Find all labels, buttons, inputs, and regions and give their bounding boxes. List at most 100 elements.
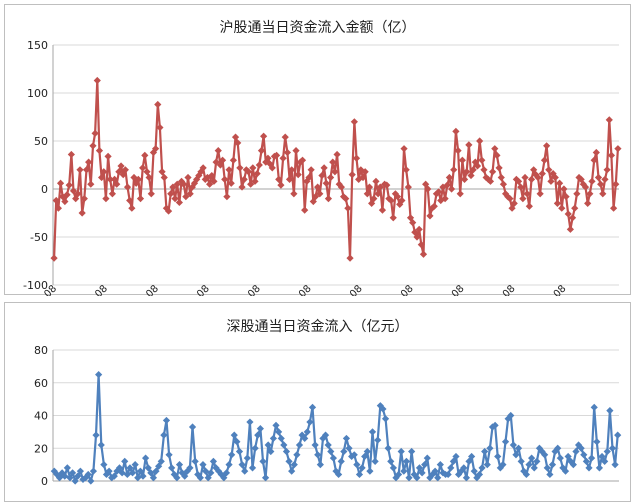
data-point [447,464,455,472]
data-point [471,158,479,166]
data-point [405,474,413,482]
data-point [590,403,598,411]
data-point [355,470,364,479]
data-point [84,470,92,479]
data-point [486,444,494,452]
y-tick-label: -50 [30,231,48,244]
data-point [462,474,471,482]
data-point [522,470,531,479]
data-point [115,168,123,176]
data-point [301,434,309,443]
y-tick-label: 50 [34,135,48,148]
data-point [267,447,275,456]
data-point [69,187,78,195]
data-point [402,166,410,174]
data-point [154,100,162,109]
data-point [266,160,274,168]
data-point [275,175,283,183]
data-point [419,250,428,258]
data-point [74,190,82,198]
data-point [182,193,190,201]
data-point [106,175,114,183]
data-point [478,156,486,164]
data-point [209,457,218,465]
data-point [525,461,533,469]
data-point [564,452,572,461]
data-point [514,444,523,452]
series-line [53,79,619,260]
data-point [528,454,536,462]
data-point [603,166,611,174]
data-point [50,254,58,262]
data-point [553,199,562,207]
data-point [331,168,339,176]
data-point [593,438,601,446]
data-point [372,177,380,185]
data-point [465,141,473,149]
data-point [594,173,603,182]
data-point [91,129,99,137]
y-tick-label: 60 [34,377,48,390]
data-point [78,209,86,217]
data-point [259,457,267,465]
data-point [561,467,570,475]
data-point [413,233,421,241]
data-point [374,190,382,198]
data-point [215,467,223,475]
data-point [376,183,384,191]
data-point [337,457,345,465]
data-point [102,195,110,203]
data-point [585,464,593,472]
data-point [546,470,554,479]
data-point [285,457,293,465]
data-point [238,461,246,469]
data-point [115,464,124,472]
data-point [247,180,255,188]
data-point [549,170,557,178]
data-point [337,183,346,191]
data-point [366,467,374,475]
y-tick-label: -100 [23,279,48,292]
data-point [592,148,600,157]
data-point [141,454,150,462]
data-point [508,204,516,212]
data-point [117,162,125,170]
data-point [525,202,533,210]
data-point [486,177,495,185]
data-point [285,175,294,183]
data-point [136,467,144,475]
data-point [590,156,598,164]
data-point [123,183,132,191]
data-point [191,457,199,465]
data-point [272,151,281,159]
data-point [296,158,304,166]
data-point [342,434,351,443]
data-point [612,180,620,188]
data-point [306,418,314,426]
data-point [428,470,437,479]
data-point [206,180,214,188]
data-point [152,467,160,475]
data-point [473,162,482,170]
data-point [134,175,142,183]
data-point [229,156,237,164]
data-point [387,457,395,465]
data-point [534,173,542,182]
data-point [361,452,369,461]
data-point [58,469,66,477]
data-point [523,190,531,198]
data-point [95,147,104,155]
data-point [173,180,181,188]
data-point [167,190,175,198]
data-point [162,416,171,425]
data-point [611,461,619,469]
data-point [89,142,97,150]
data-point [514,177,523,185]
data-point [493,151,501,159]
data-point [293,451,301,459]
series-line [53,373,619,483]
data-point [113,180,121,188]
data-point [235,447,244,456]
data-point [548,461,557,469]
data-point [444,470,452,479]
